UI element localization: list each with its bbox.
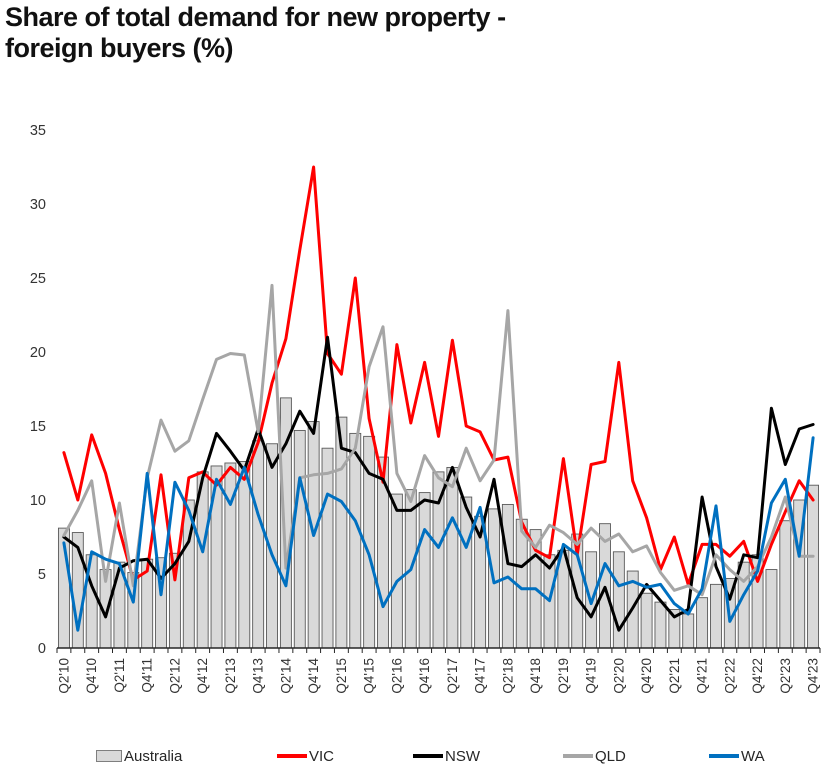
- legend-line-swatch-icon: [413, 754, 443, 758]
- y-axis-tick-labels: 0 5 10 15 20 25 30 35: [30, 123, 46, 657]
- x-tick-label-Q2'15: Q2'15: [334, 658, 349, 694]
- x-tick-label-Q2'18: Q2'18: [500, 658, 515, 694]
- bar-Q3'17: [460, 496, 473, 649]
- x-tick-label-Q4'22: Q4'22: [750, 658, 765, 694]
- x-tick-label-Q2'23: Q2'23: [778, 658, 793, 694]
- legend-item-wa: WA: [709, 744, 765, 768]
- bar-Q3'21: [682, 613, 695, 649]
- bar-Q4'16: [418, 492, 431, 649]
- bar-Q3'13: [238, 461, 251, 649]
- bar-Q4'13: [252, 440, 265, 649]
- x-tick-label-Q2'22: Q2'22: [722, 658, 737, 694]
- title-line-2: foreign buyers (%): [5, 33, 234, 63]
- x-tick-label-Q4'23: Q4'23: [806, 658, 821, 694]
- legend-line-swatch-icon: [277, 754, 307, 758]
- y-tick-label: 15: [30, 419, 46, 435]
- x-tick-label-Q4'17: Q4'17: [473, 658, 488, 694]
- series-qld-line: [62, 283, 815, 597]
- legend-line-swatch-icon: [563, 754, 593, 758]
- bar-Q4'21: [696, 597, 709, 649]
- y-tick-label: 35: [30, 123, 46, 139]
- bar-Q3'14: [293, 429, 306, 649]
- x-tick-label-Q4'16: Q4'16: [417, 658, 432, 694]
- x-tick-label-Q4'13: Q4'13: [251, 658, 266, 694]
- x-tick-label-Q2'14: Q2'14: [278, 658, 293, 694]
- bar-Q2'17: [446, 466, 459, 649]
- x-axis: [56, 647, 821, 653]
- bar-Q2'15: [335, 416, 348, 649]
- x-tick-label-Q2'16: Q2'16: [389, 658, 404, 694]
- series-nsw-line: [62, 335, 815, 632]
- x-tick-label-Q4'21: Q4'21: [695, 658, 710, 694]
- x-tick-label-Q2'11: Q2'11: [112, 658, 127, 693]
- x-tick-label-Q4'20: Q4'20: [639, 658, 654, 694]
- series-wa-line: [62, 436, 815, 632]
- y-tick-label: 25: [30, 271, 46, 287]
- y-tick-label: 30: [30, 197, 46, 213]
- x-tick-label-Q4'14: Q4'14: [306, 658, 321, 694]
- bar-Q2'23: [779, 520, 792, 649]
- x-tick-label-Q2'20: Q2'20: [611, 658, 626, 694]
- legend-label: NSW: [445, 747, 480, 765]
- legend-label: Australia: [124, 747, 183, 765]
- bar-Q1'21: [654, 601, 667, 649]
- x-tick-label-Q2'13: Q2'13: [223, 658, 238, 694]
- x-tick-label-Q2'21: Q2'21: [667, 658, 682, 694]
- bar-Q3'15: [349, 432, 362, 649]
- bar-Q1'17: [432, 471, 445, 649]
- y-tick-label: 0: [38, 641, 46, 657]
- bar-Q2'16: [390, 493, 403, 649]
- bar-Q2'20: [612, 551, 625, 649]
- legend-item-australia: Australia: [96, 744, 182, 768]
- legend-label: WA: [741, 747, 765, 765]
- y-tick-label: 20: [30, 345, 46, 361]
- x-tick-label-Q2'10: Q2'10: [56, 658, 71, 694]
- legend-bar-swatch-icon: [96, 750, 122, 762]
- bar-Q1'22: [710, 583, 722, 649]
- x-tick-label-Q4'12: Q4'12: [195, 658, 210, 694]
- x-tick-label-Q4'11: Q4'11: [140, 658, 155, 693]
- legend-label: QLD: [595, 747, 626, 765]
- legend-line-swatch-icon: [709, 754, 739, 758]
- chart-legend: Australia VIC NSW QLD WA: [0, 744, 828, 772]
- x-tick-label-Q2'19: Q2'19: [556, 658, 571, 694]
- x-axis-tick-labels: Q2'10 Q4'10 Q2'11 Q4'11 Q2'12 Q4'12 Q2'13 Q4'13…: [56, 658, 820, 694]
- y-tick-label: 5: [38, 567, 46, 583]
- x-tick-label-Q2'17: Q2'17: [445, 658, 460, 694]
- bar-Q1'15: [321, 447, 334, 649]
- x-tick-label-Q4'19: Q4'19: [584, 658, 599, 694]
- page-title: Share of total demand for new property -…: [5, 2, 815, 64]
- bar-Q4'23: [807, 484, 820, 649]
- bar-Q1'23: [765, 569, 778, 649]
- x-tick-label-Q4'10: Q4'10: [84, 658, 99, 694]
- y-tick-label: 10: [30, 493, 46, 509]
- title-line-1: Share of total demand for new property -: [5, 2, 506, 32]
- bar-Q4'20: [640, 592, 653, 649]
- legend-item-nsw: NSW: [413, 744, 480, 768]
- x-tick-label-Q4'18: Q4'18: [528, 658, 543, 694]
- legend-label: VIC: [309, 747, 335, 765]
- x-tick-label-Q4'15: Q4'15: [362, 658, 377, 694]
- x-tick-label-Q2'12: Q2'12: [167, 658, 182, 694]
- legend-item-qld: QLD: [563, 744, 626, 768]
- legend-item-vic: VIC: [277, 744, 334, 768]
